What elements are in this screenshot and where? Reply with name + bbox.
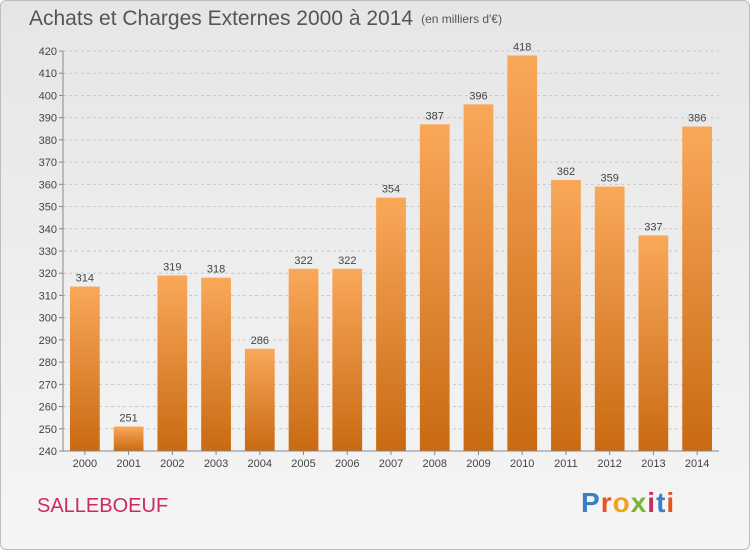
y-tick-label: 300 xyxy=(39,313,57,325)
data-label-2005: 322 xyxy=(294,255,312,267)
logo-letter: i xyxy=(666,487,676,518)
bar-2004 xyxy=(244,348,275,451)
bar-2010 xyxy=(507,55,538,451)
bar-2001 xyxy=(113,426,144,451)
y-tick-label: 240 xyxy=(39,446,57,458)
chart-title: Achats et Charges Externes 2000 à 2014 xyxy=(29,7,414,30)
x-tick-label-2009: 2009 xyxy=(466,458,490,470)
data-label-2006: 322 xyxy=(338,255,356,267)
data-label-2009: 396 xyxy=(469,90,487,102)
logo-letter: t xyxy=(656,487,667,518)
chart-title-block: Achats et Charges Externes 2000 à 2014 (e… xyxy=(29,7,502,31)
data-label-2004: 286 xyxy=(251,335,269,347)
x-tick-label-2002: 2002 xyxy=(160,458,184,470)
y-tick-label: 280 xyxy=(39,357,57,369)
bar-2009 xyxy=(463,104,494,451)
y-tick-label: 380 xyxy=(39,135,57,147)
logo-letter: r xyxy=(600,487,613,518)
y-tick-label: 370 xyxy=(39,157,57,169)
data-label-2011: 362 xyxy=(557,166,575,178)
y-tick-label: 400 xyxy=(39,90,57,102)
x-tick-label-2014: 2014 xyxy=(685,458,709,470)
bar-2011 xyxy=(551,179,581,451)
y-tick-label: 390 xyxy=(39,113,57,125)
x-tick-label-2010: 2010 xyxy=(510,458,534,470)
x-tick-label-2012: 2012 xyxy=(597,458,621,470)
y-tick-label: 350 xyxy=(39,202,57,214)
y-tick-label: 270 xyxy=(39,379,57,391)
x-tick-label-2005: 2005 xyxy=(291,458,315,470)
data-label-2010: 418 xyxy=(513,41,531,53)
data-label-2013: 337 xyxy=(644,221,662,233)
y-tick-label: 410 xyxy=(39,68,57,80)
data-label-2012: 359 xyxy=(600,173,618,185)
x-tick-label-2006: 2006 xyxy=(335,458,359,470)
x-tick-label-2013: 2013 xyxy=(641,458,665,470)
logo-letter: o xyxy=(612,487,631,518)
x-tick-label-2011: 2011 xyxy=(554,458,578,470)
bar-2008 xyxy=(419,124,450,451)
y-tick-label: 310 xyxy=(39,290,57,302)
data-label-2007: 354 xyxy=(382,184,400,196)
proxiti-logo: Proxiti xyxy=(581,487,675,519)
x-tick-label-2000: 2000 xyxy=(73,458,97,470)
x-tick-label-2001: 2001 xyxy=(116,458,140,470)
y-tick-label: 360 xyxy=(39,179,57,191)
bars-layer: 314 251 319 318 286 322 322 354 387 396 418 362 359 3… xyxy=(69,41,713,452)
y-tick-label: 330 xyxy=(39,246,57,258)
chart-subtitle: (en milliers d'€) xyxy=(421,12,503,26)
bar-2003 xyxy=(201,277,231,451)
data-label-2014: 386 xyxy=(688,113,706,125)
logo-letter: x xyxy=(630,487,648,518)
data-label-2000: 314 xyxy=(76,273,94,285)
y-tick-label: 260 xyxy=(39,402,57,414)
y-tick-label: 250 xyxy=(39,424,57,436)
commune-name: SALLEBOEUF xyxy=(37,495,169,517)
y-tick-label: 340 xyxy=(39,224,57,236)
y-tick-label: 420 xyxy=(39,46,57,58)
bar-2014 xyxy=(682,126,713,452)
bar-2006 xyxy=(332,268,363,451)
axis-layer: 240 250 260 270 280 290 300 310 320 330 340 350 360 3… xyxy=(39,46,719,470)
x-tick-label-2008: 2008 xyxy=(422,458,446,470)
bar-2002 xyxy=(157,275,188,451)
logo-letter: i xyxy=(647,487,657,518)
y-tick-label: 320 xyxy=(39,268,57,280)
y-tick-label: 290 xyxy=(39,335,57,347)
x-tick-label-2004: 2004 xyxy=(248,458,272,470)
x-tick-label-2003: 2003 xyxy=(204,458,228,470)
bar-2012 xyxy=(594,186,625,452)
bar-2005 xyxy=(288,268,319,451)
bar-2013 xyxy=(638,235,669,451)
bar-2007 xyxy=(376,197,406,451)
x-tick-label-2007: 2007 xyxy=(379,458,403,470)
data-label-2001: 251 xyxy=(119,413,137,425)
data-label-2008: 387 xyxy=(426,110,444,122)
data-label-2002: 319 xyxy=(163,261,181,273)
logo-letter: P xyxy=(581,487,601,518)
data-label-2003: 318 xyxy=(207,264,225,276)
bar-2000 xyxy=(69,286,100,451)
